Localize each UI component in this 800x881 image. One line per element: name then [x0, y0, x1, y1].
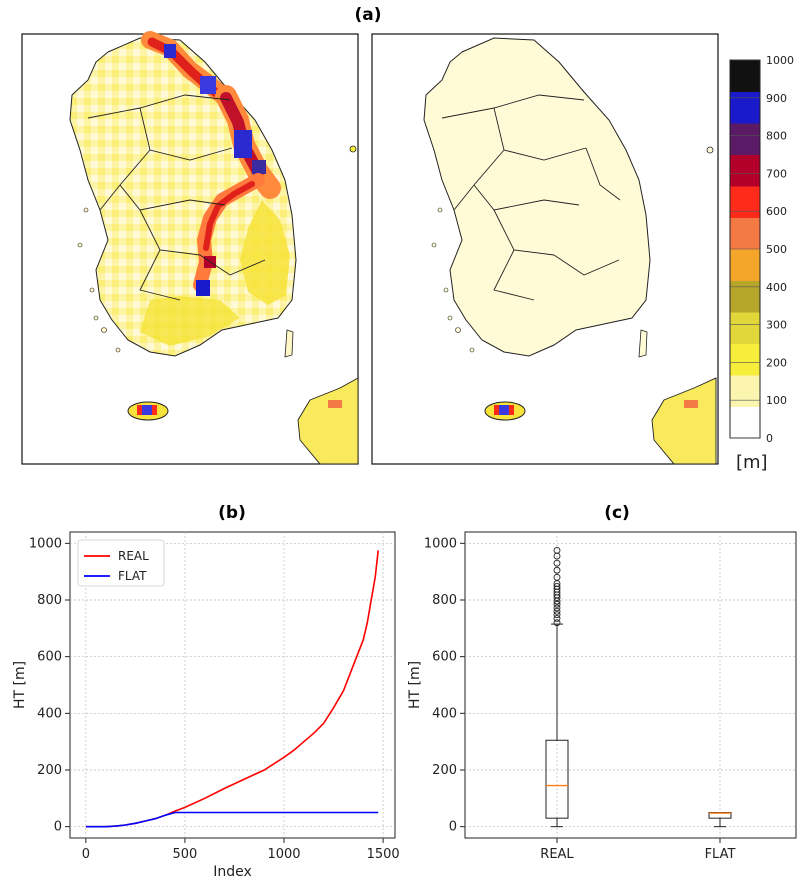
island-tsushima-flat	[638, 329, 648, 358]
plot-c-ytick-label: 200	[432, 763, 457, 778]
outlier-point	[553, 600, 561, 608]
panel-a-label: (a)	[354, 5, 381, 25]
colorbar-tick-label: 0	[766, 432, 773, 445]
colorbar-tick-label: 700	[766, 167, 787, 180]
boundaries-real	[87, 94, 266, 301]
outlier-point	[553, 611, 561, 619]
plot-b-xtick-label: 500	[173, 847, 198, 862]
colorbar-segment	[730, 343, 760, 376]
jeju-ring-flat	[494, 405, 499, 415]
panel-c-label: (c)	[604, 503, 630, 523]
west-islands	[77, 207, 121, 353]
plot-b-xtick-label: 1500	[367, 847, 400, 862]
colorbar-tick-label: 200	[766, 356, 787, 369]
plot-c-ylabel: HT [m]	[407, 661, 423, 709]
colorbar-segment	[730, 312, 760, 344]
box-real	[545, 739, 569, 819]
plot-b-ytick-label: 600	[37, 650, 62, 665]
outlier-point	[553, 607, 561, 615]
island-ulleung	[349, 145, 357, 153]
panel-b-label: (b)	[218, 503, 246, 523]
colorbar-segment	[730, 186, 760, 218]
plot-b-ytick-label: 200	[37, 763, 62, 778]
plot-b-xtick-label: 0	[82, 847, 90, 862]
japan-kyushu-real	[297, 377, 359, 465]
plot-c-frame	[464, 531, 797, 839]
plot-b-xlabel: Index	[213, 864, 252, 880]
plot-b-xtick-label: 1000	[267, 847, 300, 862]
box-plot: 0 200 400 600 800 1000 REAL FLAT HT [m]	[407, 531, 797, 862]
colorbar-segment	[730, 91, 760, 124]
legend-box	[77, 539, 165, 587]
plot-b-ytick-label: 800	[37, 593, 62, 608]
plot-c-ytick-label: 800	[432, 593, 457, 608]
outlier-point	[553, 582, 561, 590]
japan-high	[328, 400, 342, 408]
peak-east	[234, 130, 252, 158]
plot-b-ytick-label: 400	[37, 706, 62, 721]
jeju-peak-ring	[137, 405, 142, 415]
peninsula-flat	[423, 37, 651, 357]
japan-high-flat	[684, 400, 698, 408]
outlier-point	[553, 604, 561, 612]
island-ulleung-flat	[706, 146, 714, 154]
boundaries-flat	[441, 94, 621, 301]
outlier-point	[553, 614, 561, 622]
colorbar-segment	[730, 123, 760, 155]
colorbar-segment	[730, 154, 760, 187]
colorbar-segment	[730, 60, 760, 92]
colorbar-tick-label: 400	[766, 281, 787, 294]
colorbar-unit: [m]	[736, 452, 768, 473]
plot-b-ylabel: HT [m]	[12, 661, 28, 709]
west-islands-flat	[431, 207, 475, 353]
map-flat	[371, 33, 719, 465]
outlier-point	[553, 619, 561, 627]
colorbar-tick-label: 300	[766, 319, 787, 332]
outlier-point	[553, 559, 561, 567]
colorbar-segment	[730, 375, 760, 407]
east-hills	[240, 200, 290, 305]
colorbar-tick-label: 900	[766, 92, 787, 105]
jeju-peak-ring2	[152, 405, 157, 415]
jeju-peak-flat	[499, 405, 509, 415]
plot-c-ytick-label: 0	[449, 820, 457, 835]
colorbar-tick-label: 500	[766, 243, 787, 256]
line-plot: 0 500 1000 1500 0 200 400 600 800 1000 Index HT [m]…	[12, 531, 400, 880]
outlier-point	[553, 566, 561, 574]
colorbar-segment	[730, 406, 760, 439]
jeju-peak	[142, 405, 152, 415]
plot-c-xtick-label: REAL	[540, 847, 574, 862]
south-hills	[140, 296, 240, 346]
outlier-point	[553, 546, 561, 554]
map-real	[21, 31, 359, 465]
peak-jiri	[196, 280, 210, 296]
jeju-ring-flat2	[509, 405, 514, 415]
island-tsushima	[284, 329, 294, 358]
colorbar-tick-label: 600	[766, 205, 787, 218]
plot-c-ytick-label: 1000	[424, 536, 457, 551]
colorbar-segment	[730, 280, 760, 313]
colorbar-tick-label: 800	[766, 130, 787, 143]
plot-b-ytick-label: 1000	[29, 536, 62, 551]
plot-c-xtick-label: FLAT	[705, 847, 736, 862]
peak-north-2	[164, 44, 176, 58]
colorbar-segment	[730, 217, 760, 250]
plot-c-ytick-label: 400	[432, 706, 457, 721]
ridge-sobaek-core	[203, 181, 255, 251]
colorbar-tick-label: 1000	[766, 54, 794, 67]
plot-c-ytick-label: 600	[432, 650, 457, 665]
japan-kyushu-flat	[651, 377, 717, 465]
colorbar-segment	[730, 249, 760, 281]
colorbar-tick-label: 100	[766, 394, 787, 407]
legend-label-real: REAL	[118, 549, 149, 563]
series-line-flat	[85, 811, 379, 828]
peak-north	[200, 76, 216, 94]
peak-east-2	[252, 160, 266, 174]
outlier-point	[553, 573, 561, 581]
legend-label-flat: FLAT	[118, 569, 147, 583]
plot-b-ytick-label: 0	[54, 820, 62, 835]
